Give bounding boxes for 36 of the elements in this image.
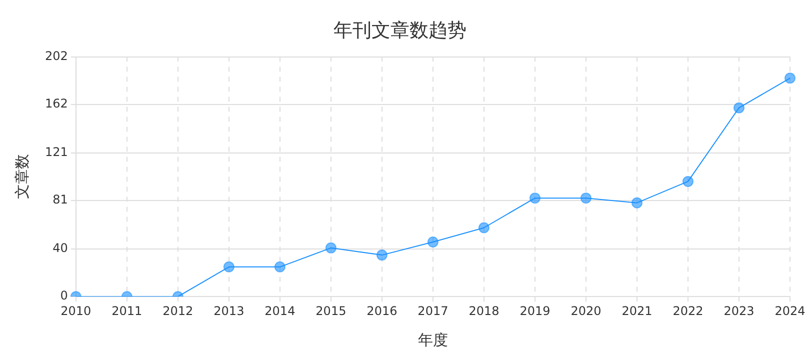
x-tick-label: 2011	[112, 304, 142, 318]
x-tick-label: 2017	[418, 304, 448, 318]
x-tick-label: 2015	[316, 304, 346, 318]
point	[478, 222, 490, 234]
x-tick-label: 2010	[60, 304, 92, 318]
point	[631, 197, 642, 208]
x-tick-label: 2013	[214, 304, 244, 318]
point	[325, 242, 336, 254]
point	[733, 102, 744, 114]
x-tick-label: 2022	[672, 304, 704, 318]
point	[274, 261, 286, 272]
point	[529, 192, 540, 204]
x-tick-label: 2016	[366, 304, 398, 318]
x-tick-label: 2024	[774, 304, 806, 318]
point	[376, 250, 388, 261]
x-axis-title: 年度	[418, 330, 448, 349]
y-tick-label: 121	[45, 145, 68, 160]
x-tick-label: 2021	[622, 304, 652, 318]
y-tick-label: 81	[52, 192, 68, 207]
y-tick-label: 0	[60, 288, 68, 303]
point	[580, 192, 592, 204]
chart-title: 年刊文章数趋势	[334, 19, 466, 42]
point	[784, 72, 796, 84]
y-tick-label: 162	[45, 96, 68, 110]
x-tick-label: 2020	[570, 304, 602, 318]
x-tick-label: 2023	[724, 304, 754, 318]
x-tick-label: 2012	[162, 304, 194, 318]
point	[682, 176, 694, 187]
x-tick-label: 2018	[468, 304, 500, 318]
y-tick-label: 202	[45, 48, 68, 63]
y-tick-label: 40	[52, 241, 68, 256]
point	[223, 261, 234, 272]
x-tick-label: 2019	[520, 304, 550, 318]
point	[427, 236, 438, 248]
x-tick-label: 2014	[264, 304, 296, 318]
y-axis-title: 文章数	[12, 154, 31, 200]
